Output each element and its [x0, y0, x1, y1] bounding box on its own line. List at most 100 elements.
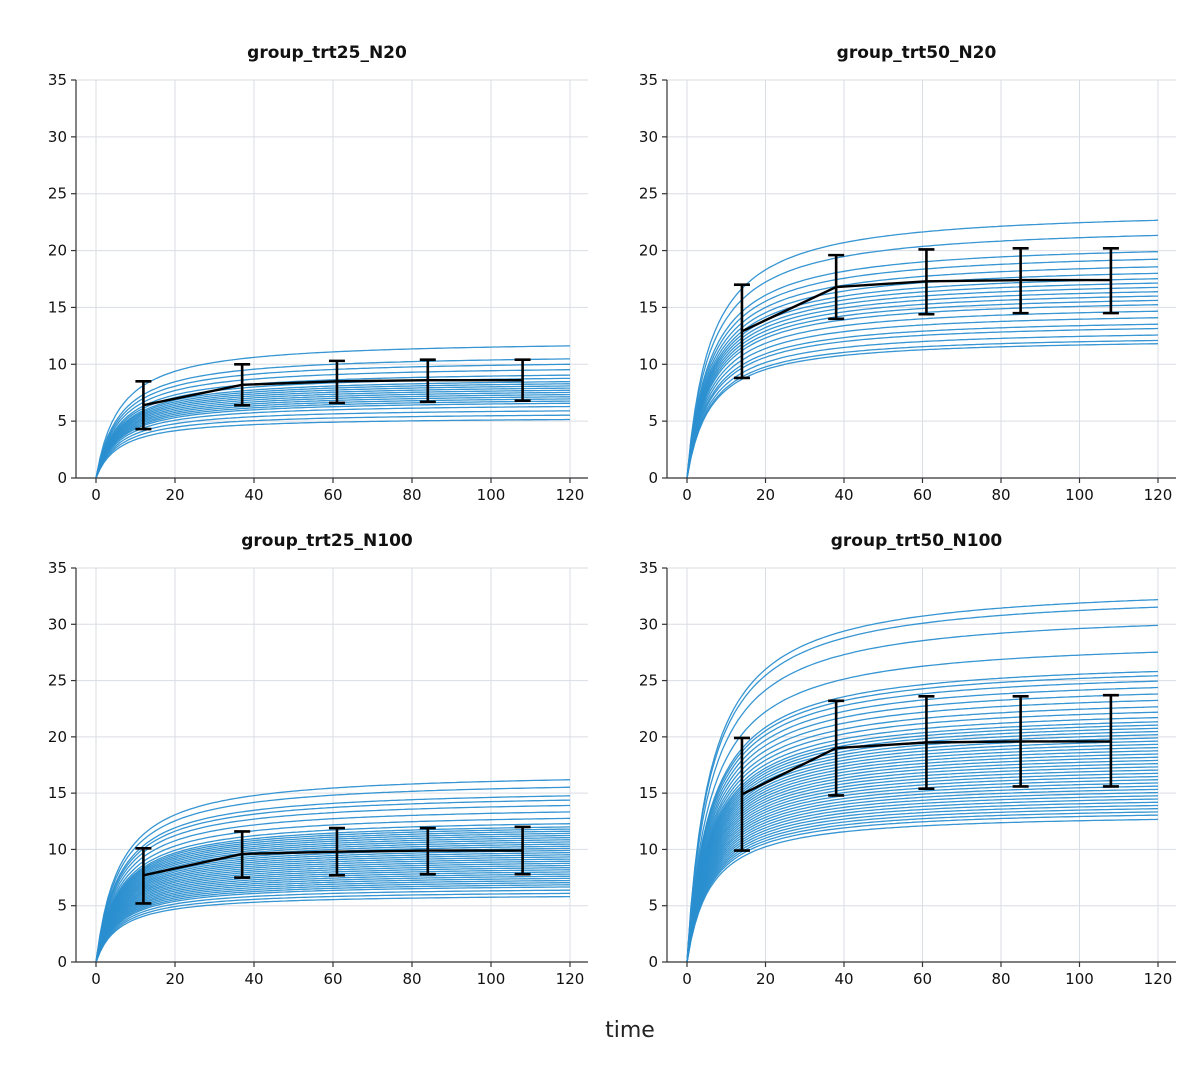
x-tick-label: 100	[477, 970, 506, 988]
subject-curve	[686, 724, 1159, 963]
x-tick-label: 20	[756, 970, 775, 988]
x-tick-label: 40	[244, 970, 263, 988]
subject-curve	[95, 832, 571, 963]
x-tick-label: 80	[991, 970, 1010, 988]
subject-curve	[686, 651, 1159, 963]
y-tick-label: 10	[639, 355, 658, 373]
y-tick-label: 0	[57, 953, 67, 971]
subject-curve	[95, 414, 570, 479]
y-tick-label: 10	[48, 840, 67, 858]
x-tick-label: 40	[834, 486, 853, 504]
subject-curve	[95, 884, 570, 963]
x-tick-label: 60	[913, 970, 932, 988]
subject-curve	[686, 323, 1159, 479]
axes: 0 5 10 15 20 25 30 35 0 20 40 60 80 100 120	[639, 71, 1176, 504]
x-axis-label: time	[605, 1018, 655, 1043]
subject-curve	[686, 334, 1159, 479]
x-tick-label: 80	[402, 486, 421, 504]
subject-curve	[95, 405, 571, 479]
subject-curve	[686, 746, 1159, 963]
subject-curve	[95, 823, 571, 963]
y-tick-label: 5	[648, 412, 658, 430]
subject-curve	[686, 756, 1159, 963]
subject-curve	[95, 875, 571, 963]
x-tick-label: 120	[556, 486, 585, 504]
subject-curve	[95, 795, 571, 963]
x-tick-label: 60	[323, 970, 342, 988]
y-tick-label: 35	[639, 71, 658, 89]
y-tick-label: 5	[648, 897, 658, 915]
subject-curve	[95, 886, 570, 963]
subject-curve	[95, 389, 570, 479]
y-tick-label: 20	[639, 242, 658, 260]
x-tick-label: 40	[244, 486, 263, 504]
subject-curve	[95, 856, 571, 963]
subject-curve	[95, 862, 570, 963]
y-tick-label: 25	[48, 672, 67, 690]
subject-curve	[686, 788, 1159, 963]
panel-title: group_trt25_N100	[241, 531, 413, 551]
subject-curve	[686, 721, 1159, 963]
subject-curve	[686, 299, 1159, 479]
subject-curve	[95, 873, 570, 963]
subject-curve	[95, 396, 570, 479]
subject-curve	[95, 418, 570, 479]
subject-curve	[95, 363, 570, 479]
subject-curve	[95, 839, 570, 963]
subject-curve	[686, 753, 1159, 963]
subject-curve	[686, 743, 1158, 963]
panel-group-trt25-n20: group_trt25_N20 0 5 10 15 20 25 30 35 0 20 40 60 80 1…	[48, 43, 588, 504]
panel-group-trt50-n100: group_trt50_N100 0 5 10 15 20 25 30 35 0 20 40 60 80…	[639, 531, 1176, 988]
subject-curve	[95, 402, 570, 479]
subject-curve	[686, 737, 1159, 963]
y-tick-label: 15	[48, 298, 67, 316]
subject-curves	[95, 779, 571, 963]
subject-curve	[95, 374, 571, 479]
subject-curve	[686, 795, 1159, 963]
subject-curves	[95, 345, 571, 479]
subject-curve	[95, 391, 571, 479]
y-tick-label: 25	[48, 185, 67, 203]
subject-curve	[95, 834, 570, 963]
subject-curve	[686, 734, 1159, 963]
subject-curve	[686, 766, 1159, 963]
panel-title: group_trt25_N20	[247, 43, 407, 63]
x-tick-label: 20	[165, 970, 184, 988]
y-tick-label: 15	[639, 298, 658, 316]
x-tick-label: 100	[1065, 486, 1094, 504]
subject-curve	[686, 670, 1159, 963]
error-bars	[733, 246, 1119, 380]
subject-curve	[686, 814, 1159, 963]
subject-curve	[686, 304, 1159, 479]
subject-curve	[95, 779, 571, 963]
subject-curve	[95, 858, 570, 963]
subject-curve	[95, 828, 570, 963]
panel-group-trt25-n100: group_trt25_N100 0 5 10 15 20 25 30 35 0 20 40 60 80…	[48, 531, 588, 988]
panel-title: group_trt50_N100	[831, 531, 1003, 551]
subject-curve	[95, 804, 570, 963]
panel-group-trt50-n20: group_trt50_N20 0 5 10 15 20 25 30 35 0 20 40 60 80 1…	[639, 43, 1176, 504]
subject-curve	[686, 818, 1159, 963]
x-tick-label: 20	[165, 486, 184, 504]
y-tick-label: 30	[48, 128, 67, 146]
subject-curve	[686, 675, 1159, 963]
subject-curve	[95, 867, 570, 963]
y-tick-label: 0	[648, 469, 658, 487]
x-tick-label: 0	[682, 970, 692, 988]
subject-curve	[686, 769, 1159, 963]
subject-curve	[95, 882, 570, 963]
error-bars	[135, 358, 531, 431]
axes: 0 5 10 15 20 25 30 35 0 20 40 60 80 100 120	[48, 71, 588, 504]
subject-curve	[686, 759, 1159, 963]
y-tick-label: 30	[639, 128, 658, 146]
subject-curve	[686, 785, 1158, 963]
subject-curve	[686, 763, 1158, 963]
y-tick-label: 20	[48, 242, 67, 260]
y-tick-label: 25	[639, 672, 658, 690]
y-tick-label: 35	[48, 71, 67, 89]
subject-curve	[95, 841, 571, 963]
subject-curve	[686, 791, 1159, 963]
y-tick-label: 20	[639, 728, 658, 746]
